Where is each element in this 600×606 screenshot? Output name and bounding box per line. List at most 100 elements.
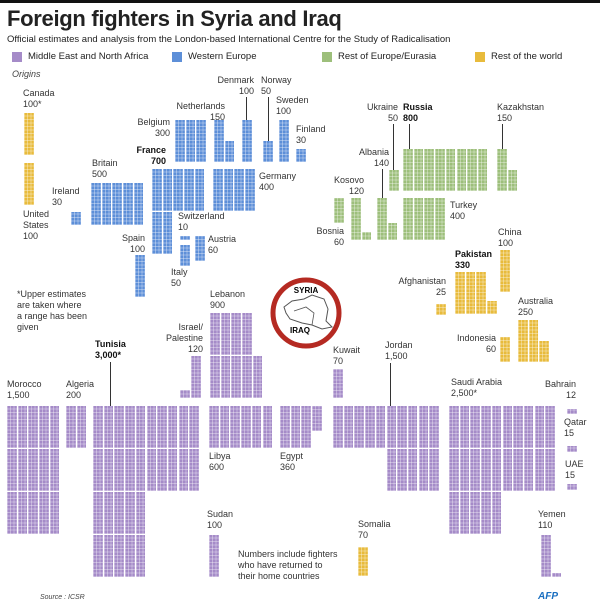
block-tunisia bbox=[93, 492, 103, 534]
country-value: 500 bbox=[92, 169, 108, 179]
country-name: Netherlands bbox=[176, 101, 225, 111]
country-value: 70 bbox=[358, 530, 369, 540]
block-kosovo bbox=[351, 198, 361, 240]
block-saudi-arabia bbox=[491, 406, 502, 448]
block-belgium bbox=[185, 120, 196, 162]
block-jordan bbox=[429, 406, 439, 448]
badge-circle bbox=[270, 277, 342, 349]
block-jordan bbox=[418, 406, 429, 448]
block-libya bbox=[230, 406, 240, 448]
country-name: Qatar bbox=[564, 417, 587, 427]
country-name: Switzerland bbox=[178, 211, 225, 221]
country-value: 360 bbox=[280, 462, 296, 472]
block-uae bbox=[567, 484, 577, 491]
syria-label: SYRIA bbox=[294, 286, 319, 295]
country-value: 50 bbox=[171, 278, 182, 288]
country-value: 25 bbox=[435, 287, 446, 297]
country-value: 3,000* bbox=[95, 350, 122, 360]
country-value: 700 bbox=[150, 156, 166, 166]
country-name: Italy bbox=[171, 267, 188, 277]
block-yemen bbox=[551, 572, 562, 577]
block-lebanon bbox=[252, 356, 263, 398]
country-value: 60 bbox=[485, 344, 496, 354]
block-israel-palestine bbox=[180, 389, 190, 398]
block-morocco bbox=[49, 492, 60, 534]
block-turkey bbox=[413, 198, 424, 240]
block-jordan bbox=[365, 406, 375, 448]
country-name: Pakistan bbox=[455, 249, 493, 259]
country-name: Yemen bbox=[538, 509, 566, 519]
block-jordan bbox=[333, 406, 343, 448]
block-britain bbox=[123, 183, 133, 225]
country-name: Sweden bbox=[276, 95, 309, 105]
block-jordan bbox=[343, 406, 354, 448]
country-value: 100 bbox=[276, 106, 292, 116]
block-tunisia bbox=[93, 535, 103, 577]
block-saudi-arabia bbox=[491, 449, 502, 491]
block-germany bbox=[234, 169, 244, 211]
syria-iraq-map-badge: SYRIA IRAQ bbox=[270, 277, 342, 349]
country-name: Norway bbox=[261, 75, 292, 85]
country-value: 50 bbox=[261, 86, 272, 96]
country-name: Libya bbox=[209, 451, 231, 461]
block-denmark bbox=[242, 120, 252, 162]
block-yemen bbox=[541, 535, 551, 577]
block-tunisia bbox=[114, 535, 124, 577]
block-jordan bbox=[429, 449, 439, 491]
block-tunisia bbox=[189, 406, 199, 448]
block-qatar bbox=[567, 446, 577, 453]
block-jordan bbox=[418, 449, 429, 491]
block-pakistan bbox=[476, 272, 486, 314]
block-spain bbox=[135, 255, 145, 297]
block-lebanon bbox=[220, 356, 231, 398]
block-tunisia bbox=[178, 449, 189, 491]
country-value: 60 bbox=[333, 237, 344, 247]
block-saudi-arabia bbox=[545, 449, 555, 491]
country-value: 330 bbox=[455, 260, 471, 270]
block-lebanon bbox=[231, 313, 241, 355]
label-somalia: Somalia 70 bbox=[358, 519, 391, 541]
label-netherlands: Netherlands 150 bbox=[176, 101, 225, 123]
block-tunisia bbox=[114, 406, 124, 448]
legend-item-rest-europe: Rest of Europe/Eurasia bbox=[322, 51, 436, 62]
label-lebanon: Lebanon 900 bbox=[210, 289, 245, 311]
leader-line-ukraine bbox=[393, 124, 394, 170]
country-name: Finland bbox=[296, 124, 326, 134]
block-israel-palestine bbox=[191, 356, 201, 398]
block-kuwait bbox=[333, 369, 343, 399]
label-afghanistan: Afghanistan 25 bbox=[398, 276, 446, 298]
label-australia: Australia 250 bbox=[518, 296, 553, 318]
block-kazakhstan bbox=[497, 149, 507, 191]
country-name: Sudan bbox=[207, 509, 234, 519]
block-libya bbox=[219, 406, 230, 448]
leader-line-norway bbox=[268, 97, 269, 141]
block-morocco bbox=[17, 406, 28, 448]
block-saudi-arabia bbox=[502, 449, 513, 491]
block-australia bbox=[528, 320, 539, 362]
block-tunisia bbox=[103, 535, 114, 577]
country-value: 100 bbox=[129, 244, 145, 254]
block-morocco bbox=[28, 406, 38, 448]
label-libya: Libya 600 bbox=[209, 451, 231, 473]
label-tunisia: Tunisia 3,000* bbox=[95, 339, 126, 361]
block-albania bbox=[387, 223, 398, 240]
country-name: Ireland bbox=[52, 186, 80, 196]
country-value: 200 bbox=[66, 390, 82, 400]
block-afghanistan bbox=[436, 304, 446, 315]
country-name: Saudi Arabia bbox=[451, 377, 503, 387]
legend-swatch-western-europe bbox=[172, 51, 182, 62]
country-name: Denmark bbox=[217, 75, 254, 85]
country-name: Kazakhstan bbox=[497, 102, 545, 112]
block-morocco bbox=[7, 449, 17, 491]
block-sweden bbox=[279, 120, 289, 162]
country-name: Belgium bbox=[137, 117, 170, 127]
block-belgium bbox=[196, 120, 206, 162]
block-saudi-arabia bbox=[534, 406, 545, 448]
block-morocco bbox=[28, 449, 38, 491]
block-jordan bbox=[407, 449, 418, 491]
label-france: France 700 bbox=[136, 145, 166, 167]
legend-swatch-rest-world bbox=[475, 51, 485, 62]
label-saudi-arabia: Saudi Arabia 2,500* bbox=[451, 377, 502, 399]
block-russia bbox=[467, 149, 477, 191]
block-saudi-arabia bbox=[449, 492, 459, 534]
